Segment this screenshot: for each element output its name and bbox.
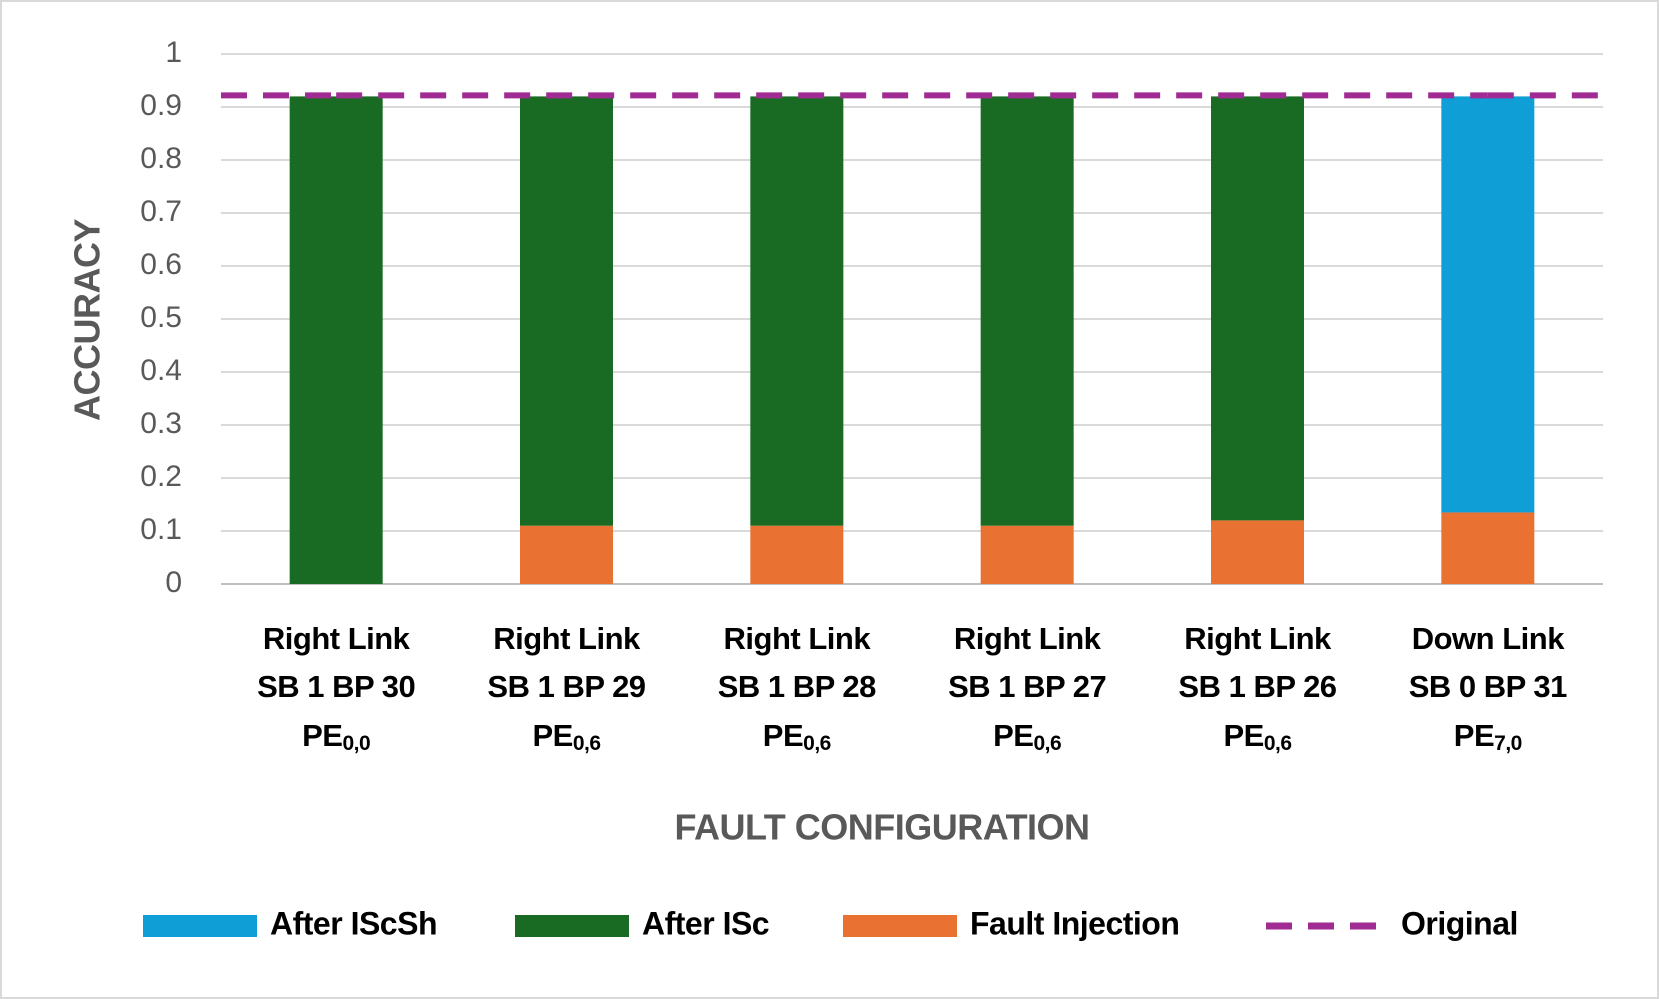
x-tick-label-subscript: 0,6 bbox=[1264, 732, 1292, 755]
x-tick-label: SB 0 BP 31 bbox=[1409, 669, 1567, 704]
x-tick-label-main: PE bbox=[1454, 718, 1494, 753]
x-tick-label-subscript: 7,0 bbox=[1494, 732, 1522, 755]
bar-segment bbox=[1211, 520, 1304, 584]
x-tick-label: SB 1 BP 30 bbox=[257, 669, 415, 704]
x-tick-label-main: PE bbox=[763, 718, 803, 753]
bar-segment bbox=[1441, 512, 1535, 584]
bar-segment bbox=[1441, 96, 1535, 513]
y-tick-label: 0.8 bbox=[140, 142, 182, 175]
legend-swatch bbox=[515, 915, 629, 937]
y-tick-label: 0.6 bbox=[140, 248, 182, 281]
x-tick-label: Down Link bbox=[1412, 621, 1565, 656]
x-tick-label-subscript: 0,6 bbox=[573, 732, 601, 755]
legend-label: Original bbox=[1401, 905, 1518, 941]
legend-swatch bbox=[843, 915, 957, 937]
y-tick-label: 0.7 bbox=[140, 195, 182, 228]
bar-segment bbox=[520, 525, 613, 584]
x-tick-label: PE0,6 bbox=[1223, 718, 1291, 754]
x-tick-label: PE0,6 bbox=[993, 718, 1061, 754]
bar-segment bbox=[520, 96, 613, 526]
x-tick-label: PE0,0 bbox=[302, 718, 370, 754]
x-tick-label: Right Link bbox=[493, 621, 641, 656]
x-tick-label: SB 1 BP 28 bbox=[718, 669, 876, 704]
y-tick-label: 0.5 bbox=[140, 301, 182, 334]
bar-segment bbox=[289, 96, 383, 585]
x-axis-title: FAULT CONFIGURATION bbox=[674, 807, 1089, 848]
bar-segment bbox=[980, 525, 1074, 584]
x-tick-label: PE0,6 bbox=[763, 718, 831, 754]
y-tick-label: 0.9 bbox=[140, 89, 182, 122]
x-tick-label: Right Link bbox=[263, 621, 411, 656]
bar-segment bbox=[1211, 96, 1304, 521]
bar-segment bbox=[750, 525, 844, 584]
x-tick-label: Right Link bbox=[724, 621, 872, 656]
x-tick-label-main: PE bbox=[532, 718, 572, 753]
x-tick-label: PE0,6 bbox=[532, 718, 600, 754]
x-tick-label-subscript: 0,0 bbox=[342, 732, 370, 755]
x-tick-label-subscript: 0,6 bbox=[1033, 732, 1061, 755]
x-tick-label-subscript: 0,6 bbox=[803, 732, 831, 755]
x-tick-label: PE7,0 bbox=[1454, 718, 1522, 754]
x-tick-label: Right Link bbox=[954, 621, 1102, 656]
y-tick-label: 0 bbox=[165, 566, 182, 599]
y-tick-label: 1 bbox=[165, 36, 182, 69]
legend-label: Fault Injection bbox=[970, 905, 1179, 941]
x-tick-label-main: PE bbox=[993, 718, 1033, 753]
legend-swatch bbox=[143, 915, 257, 937]
y-tick-label: 0.4 bbox=[140, 354, 182, 387]
x-tick-label-main: PE bbox=[302, 718, 342, 753]
y-tick-label: 0.1 bbox=[140, 513, 182, 546]
x-tick-label: Right Link bbox=[1184, 621, 1332, 656]
x-tick-label: SB 1 BP 29 bbox=[487, 669, 645, 704]
x-tick-label: SB 1 BP 27 bbox=[948, 669, 1106, 704]
legend-label: After ISc bbox=[642, 905, 769, 941]
bar-segment bbox=[980, 96, 1074, 526]
x-tick-label: SB 1 BP 26 bbox=[1178, 669, 1336, 704]
y-tick-label: 0.2 bbox=[140, 460, 182, 493]
y-axis-title: ACCURACY bbox=[67, 219, 108, 421]
bar-segment bbox=[750, 96, 844, 526]
legend-label: After IScSh bbox=[270, 905, 437, 941]
x-tick-label-main: PE bbox=[1223, 718, 1263, 753]
y-tick-label: 0.3 bbox=[140, 407, 182, 440]
